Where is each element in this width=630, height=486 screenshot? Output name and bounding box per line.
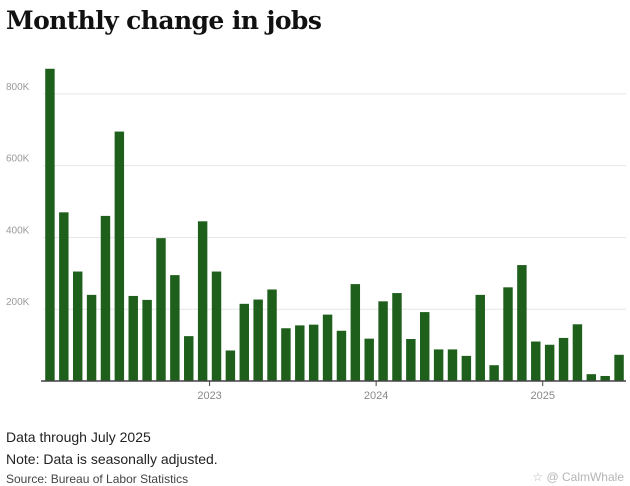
bar [350,284,361,381]
bar [378,301,388,381]
gridlines [43,93,626,310]
bar [447,349,458,381]
y-tick-label: 200K [6,297,30,308]
y-tick-label: 800K [6,82,30,93]
bar [45,68,55,382]
bar [267,289,277,381]
bar [295,325,305,381]
bar [142,299,152,381]
bar [239,303,249,381]
bar [517,265,527,381]
bar [433,349,444,381]
bar [420,312,430,381]
seasonal-note: Note: Data is seasonally adjusted. [6,451,218,467]
source-note: Source: Bureau of Labor Statistics [6,472,189,486]
watermark: ☆ @ CalmWhale [532,470,624,484]
bar [184,336,194,381]
bar [600,375,610,381]
bar [614,354,624,381]
x-tick-label: 2024 [364,390,388,402]
bar [558,337,569,381]
bar [489,365,499,381]
bar [211,271,222,381]
y-tick-label: 600K [6,154,30,165]
bar [461,355,472,381]
data-through-note: Data through July 2025 [6,429,151,445]
bar [170,275,180,381]
bar [197,221,208,381]
bar [59,212,69,381]
bar [308,324,319,381]
x-tick-label: 2023 [197,390,221,402]
bar [364,338,374,381]
bar [544,344,555,381]
bar [156,238,166,381]
chart-title: Monthly change in jobs [6,6,322,35]
bar [128,295,138,381]
bar [225,350,236,381]
bar [86,294,97,381]
x-tick-label: 2025 [530,390,554,402]
axis-labels: 200K 400K 600K 800K 2023 2024 2025 [6,82,555,402]
bars [45,68,624,382]
bar [475,294,485,381]
bar [586,374,597,381]
bar [72,271,83,381]
bar [406,339,416,381]
bar [281,328,291,381]
bar [336,330,347,381]
bar [114,131,125,381]
bar [503,287,513,381]
bar [531,341,541,381]
bar [392,293,402,381]
bar [322,314,333,381]
bar [572,324,583,381]
bar [253,299,263,381]
y-tick-label: 400K [6,225,30,236]
bar-chart: 200K 400K 600K 800K 2023 2024 2025 [6,68,626,402]
bar [100,215,111,381]
